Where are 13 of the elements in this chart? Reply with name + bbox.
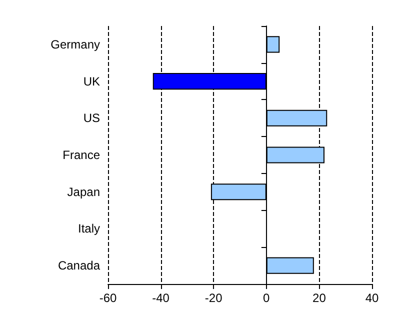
x-tick-label: 20: [312, 291, 326, 305]
y-tick-label: Canada: [58, 258, 100, 273]
x-tick-label: -60: [99, 291, 117, 305]
y-tick-label: France: [62, 148, 100, 162]
y-tick-label: Italy: [78, 222, 100, 236]
x-tick-label: 0: [263, 291, 270, 305]
x-tick-label: -20: [204, 291, 223, 305]
y-tick-label: UK: [83, 74, 100, 88]
x-tick-label: -40: [152, 291, 170, 305]
y-tick-label: Germany: [50, 37, 100, 52]
x-tick-label: 40: [365, 291, 379, 305]
y-tick-label: US: [83, 111, 100, 126]
y-tick-label: Japan: [67, 184, 100, 199]
